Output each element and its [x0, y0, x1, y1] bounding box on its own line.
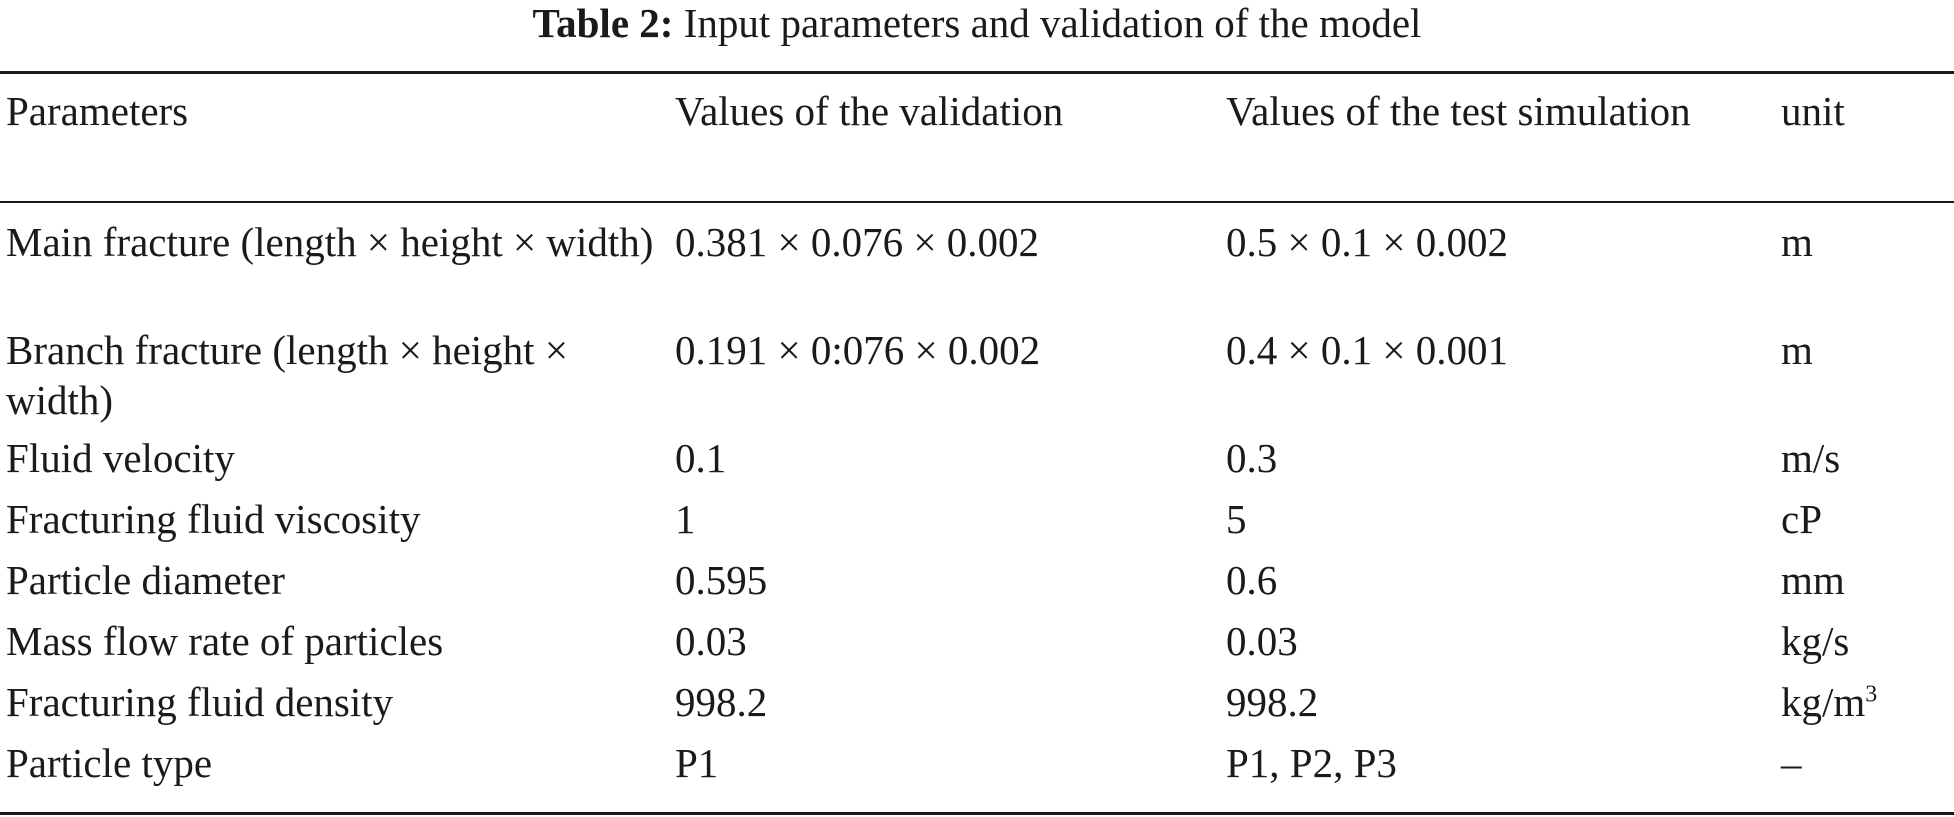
cell-unit: kg/m3: [1775, 677, 1954, 738]
cell-validation: 0.191 × 0:076 × 0.002: [675, 327, 1041, 373]
cell-unit: –: [1781, 740, 1802, 786]
table-caption-label: Table 2:: [532, 0, 674, 46]
column-header-test-simulation: Values of the test simulation: [1226, 88, 1691, 134]
cell-validation: 998.2: [675, 679, 768, 725]
cell-unit: m: [1781, 327, 1813, 373]
cell-test: 0.3: [1226, 435, 1278, 481]
cell-unit: m/s: [1781, 435, 1841, 481]
cell-validation: 0.595: [675, 557, 768, 603]
table-caption: Table 2: Input parameters and validation…: [0, 0, 1954, 46]
cell-test: 5: [1226, 496, 1247, 542]
cell-unit: m: [1781, 219, 1813, 265]
cell-parameter: Fluid velocity: [6, 435, 235, 481]
unit-base: kg/m: [1781, 679, 1866, 725]
cell-validation: 0.1: [675, 435, 727, 481]
cell-parameter: Particle type: [6, 740, 213, 786]
table-row: Fracturing fluid density 998.2 998.2 kg/…: [0, 677, 1954, 738]
table-row: Particle diameter 0.595 0.6 mm: [0, 555, 1954, 616]
table-caption-text: Input parameters and validation of the m…: [683, 0, 1422, 46]
table-header-row: Parameters Values of the validation Valu…: [0, 74, 1954, 201]
table-header-rule: [0, 201, 1954, 203]
cell-unit: kg/s: [1781, 618, 1850, 664]
unit-superscript: 3: [1865, 681, 1878, 708]
cell-unit: cP: [1781, 496, 1822, 542]
cell-test: 0.4 × 0.1 × 0.001: [1226, 327, 1508, 373]
table-row: Particle type P1 P1, P2, P3 –: [0, 738, 1954, 799]
cell-validation: P1: [675, 740, 719, 786]
cell-unit: mm: [1781, 557, 1845, 603]
cell-parameter: Branch fracture (length × height × width…: [6, 327, 568, 423]
cell-validation: 0.03: [675, 618, 747, 664]
column-header-unit: unit: [1781, 88, 1845, 134]
cell-test: P1, P2, P3: [1226, 740, 1397, 786]
column-header-validation: Values of the validation: [675, 88, 1064, 134]
cell-test: 0.03: [1226, 618, 1298, 664]
cell-parameter: Mass flow rate of particles: [6, 618, 444, 664]
cell-parameter: Fracturing fluid viscosity: [6, 496, 421, 542]
cell-test: 998.2: [1226, 679, 1319, 725]
table-row: Main fracture (length × height × width) …: [0, 201, 1954, 325]
table-top-rule: [0, 71, 1954, 74]
table-row: Branch fracture (length × height × width…: [0, 325, 1954, 433]
table-row: Fracturing fluid viscosity 1 5 cP: [0, 494, 1954, 555]
cell-parameter: Main fracture (length × height × width): [6, 219, 654, 265]
table-row: Fluid velocity 0.1 0.3 m/s: [0, 433, 1954, 494]
cell-validation: 1: [675, 496, 696, 542]
cell-validation: 0.381 × 0.076 × 0.002: [675, 219, 1039, 265]
table-bottom-rule: [0, 812, 1954, 815]
table-row: Mass flow rate of particles 0.03 0.03 kg…: [0, 616, 1954, 677]
parameters-table: Parameters Values of the validation Valu…: [0, 74, 1954, 799]
cell-parameter: Fracturing fluid density: [6, 679, 394, 725]
cell-parameter: Particle diameter: [6, 557, 285, 603]
column-header-parameters: Parameters: [6, 88, 189, 134]
cell-test: 0.6: [1226, 557, 1278, 603]
cell-test: 0.5 × 0.1 × 0.002: [1226, 219, 1508, 265]
